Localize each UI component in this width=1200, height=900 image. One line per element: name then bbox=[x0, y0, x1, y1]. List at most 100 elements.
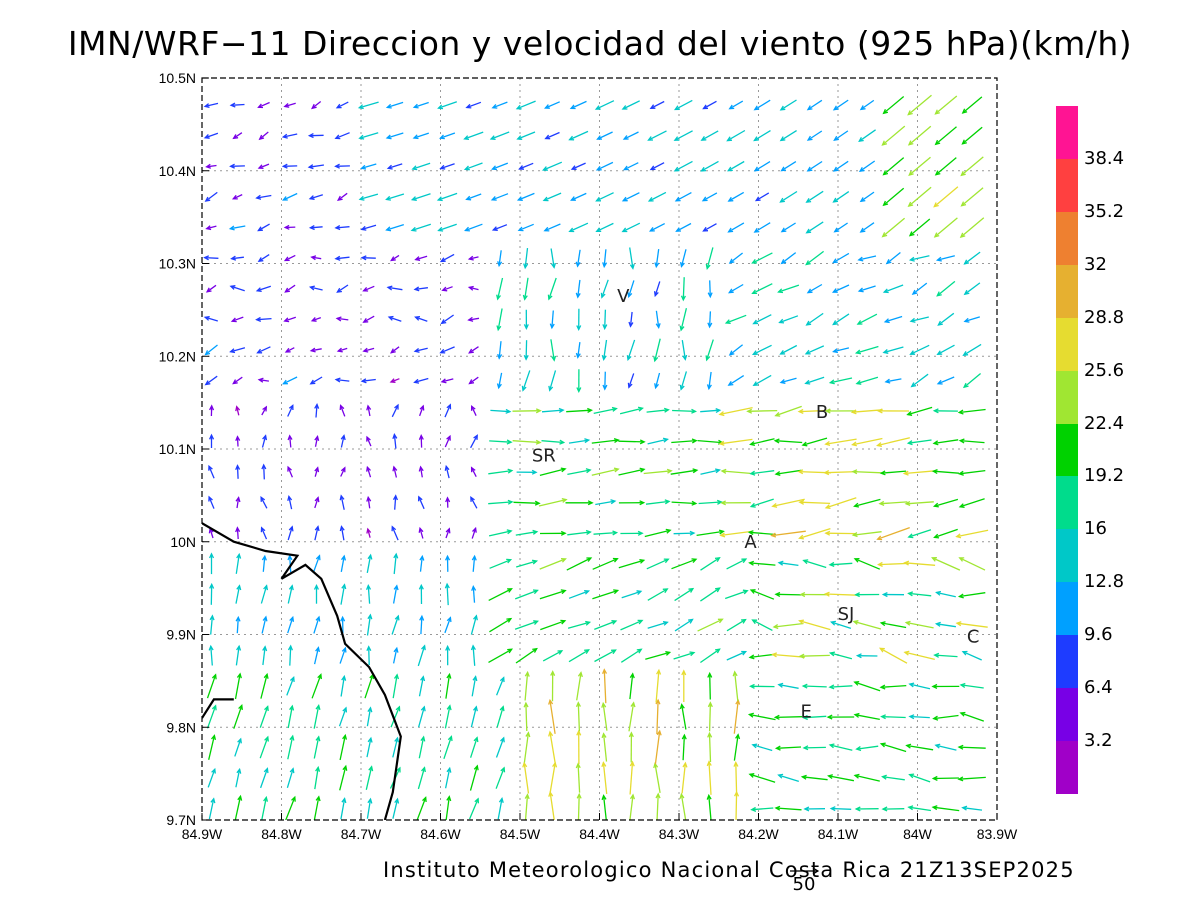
wind-vector bbox=[313, 584, 319, 604]
wind-vector bbox=[335, 316, 349, 322]
x-tick-label: 84.3W bbox=[659, 826, 700, 842]
wind-vector bbox=[876, 408, 910, 414]
wind-vector bbox=[365, 765, 374, 790]
wind-vector bbox=[882, 96, 905, 115]
wind-vector bbox=[522, 277, 529, 301]
wind-vector bbox=[471, 526, 477, 539]
wind-vector bbox=[259, 767, 269, 789]
wind-vector bbox=[470, 705, 478, 728]
wind-vector bbox=[235, 584, 242, 604]
wind-vector bbox=[467, 316, 480, 322]
colorbar-label: 9.6 bbox=[1084, 624, 1113, 646]
wind-vector bbox=[417, 766, 426, 790]
wind-vector bbox=[777, 284, 800, 294]
wind-vector bbox=[204, 375, 218, 386]
wind-vector bbox=[629, 247, 635, 270]
wind-vector bbox=[881, 217, 906, 238]
wind-vector bbox=[620, 619, 644, 631]
wind-vector bbox=[260, 672, 269, 699]
wind-vector bbox=[283, 316, 297, 323]
wind-vector bbox=[232, 132, 243, 140]
wind-vector bbox=[281, 192, 298, 201]
wind-vector bbox=[707, 701, 713, 732]
wind-vector bbox=[933, 217, 958, 238]
y-tick-label: 10.2N bbox=[159, 348, 196, 364]
wind-vector bbox=[283, 224, 296, 230]
wind-vector bbox=[882, 187, 905, 207]
wind-vector bbox=[334, 255, 350, 261]
colorbar-segment bbox=[1056, 741, 1078, 794]
wind-vector bbox=[653, 338, 661, 363]
wind-vector bbox=[366, 797, 373, 819]
wind-vector bbox=[567, 620, 592, 629]
wind-vector bbox=[307, 164, 324, 170]
wind-vector bbox=[675, 222, 692, 232]
wind-vector bbox=[832, 191, 850, 203]
wind-vector bbox=[414, 255, 428, 261]
wind-vector bbox=[853, 712, 880, 721]
wind-vector bbox=[314, 466, 320, 477]
wind-vector bbox=[261, 434, 268, 448]
wind-vector bbox=[932, 714, 959, 721]
wind-vector bbox=[392, 494, 399, 510]
wind-vector bbox=[523, 309, 529, 331]
wind-vector bbox=[706, 793, 712, 820]
wind-vector bbox=[799, 592, 830, 598]
wind-vector bbox=[882, 284, 904, 294]
wind-vector bbox=[366, 465, 372, 478]
wind-vector bbox=[779, 344, 798, 355]
wind-vector bbox=[366, 613, 373, 636]
wind-vector bbox=[570, 192, 587, 201]
wind-vector bbox=[260, 584, 269, 604]
wind-vector bbox=[539, 530, 567, 536]
wind-vector bbox=[881, 774, 905, 781]
wind-vector bbox=[931, 683, 960, 689]
wind-vector bbox=[418, 404, 425, 417]
wind-vector bbox=[673, 530, 696, 536]
wind-vector bbox=[235, 767, 242, 788]
wind-vector bbox=[360, 163, 377, 170]
colorbar-label: 12.8 bbox=[1084, 571, 1125, 593]
wind-vector bbox=[260, 526, 268, 540]
wind-vector bbox=[550, 339, 557, 362]
wind-vector bbox=[936, 376, 955, 385]
wind-vector bbox=[576, 671, 583, 701]
wind-vector bbox=[627, 373, 635, 389]
wind-vector bbox=[491, 162, 509, 171]
wind-vector bbox=[436, 192, 458, 202]
wind-vector bbox=[281, 163, 298, 169]
wind-vector bbox=[706, 760, 712, 795]
wind-vector bbox=[568, 438, 591, 444]
wind-vector bbox=[261, 554, 267, 572]
wind-vector bbox=[749, 470, 775, 476]
wind-vector bbox=[489, 131, 510, 141]
wind-vector bbox=[601, 701, 608, 731]
wind-vector bbox=[932, 439, 959, 446]
wind-vector bbox=[229, 347, 246, 354]
wind-vector bbox=[727, 191, 745, 202]
wind-vector bbox=[700, 648, 721, 664]
wind-vector bbox=[903, 650, 935, 661]
wind-vector bbox=[513, 500, 541, 506]
wind-vector bbox=[469, 797, 480, 820]
wind-vector bbox=[833, 130, 849, 141]
wind-vector bbox=[539, 557, 567, 570]
wind-vector bbox=[958, 498, 985, 509]
wind-vector bbox=[418, 433, 424, 448]
colorbar-segment bbox=[1056, 635, 1078, 689]
wind-vector bbox=[752, 314, 772, 325]
wind-vector bbox=[205, 225, 217, 231]
wind-vector bbox=[827, 774, 855, 782]
wind-vector bbox=[410, 223, 432, 232]
gridlines bbox=[202, 78, 997, 820]
wind-vector bbox=[464, 223, 483, 232]
wind-vector bbox=[437, 101, 458, 110]
wind-vector bbox=[878, 647, 908, 664]
wind-vector bbox=[752, 374, 772, 387]
wind-vector bbox=[594, 100, 615, 110]
wind-vector bbox=[726, 129, 746, 142]
wind-vector bbox=[390, 254, 400, 262]
wind-vector bbox=[340, 583, 347, 605]
wind-vector bbox=[962, 343, 982, 356]
